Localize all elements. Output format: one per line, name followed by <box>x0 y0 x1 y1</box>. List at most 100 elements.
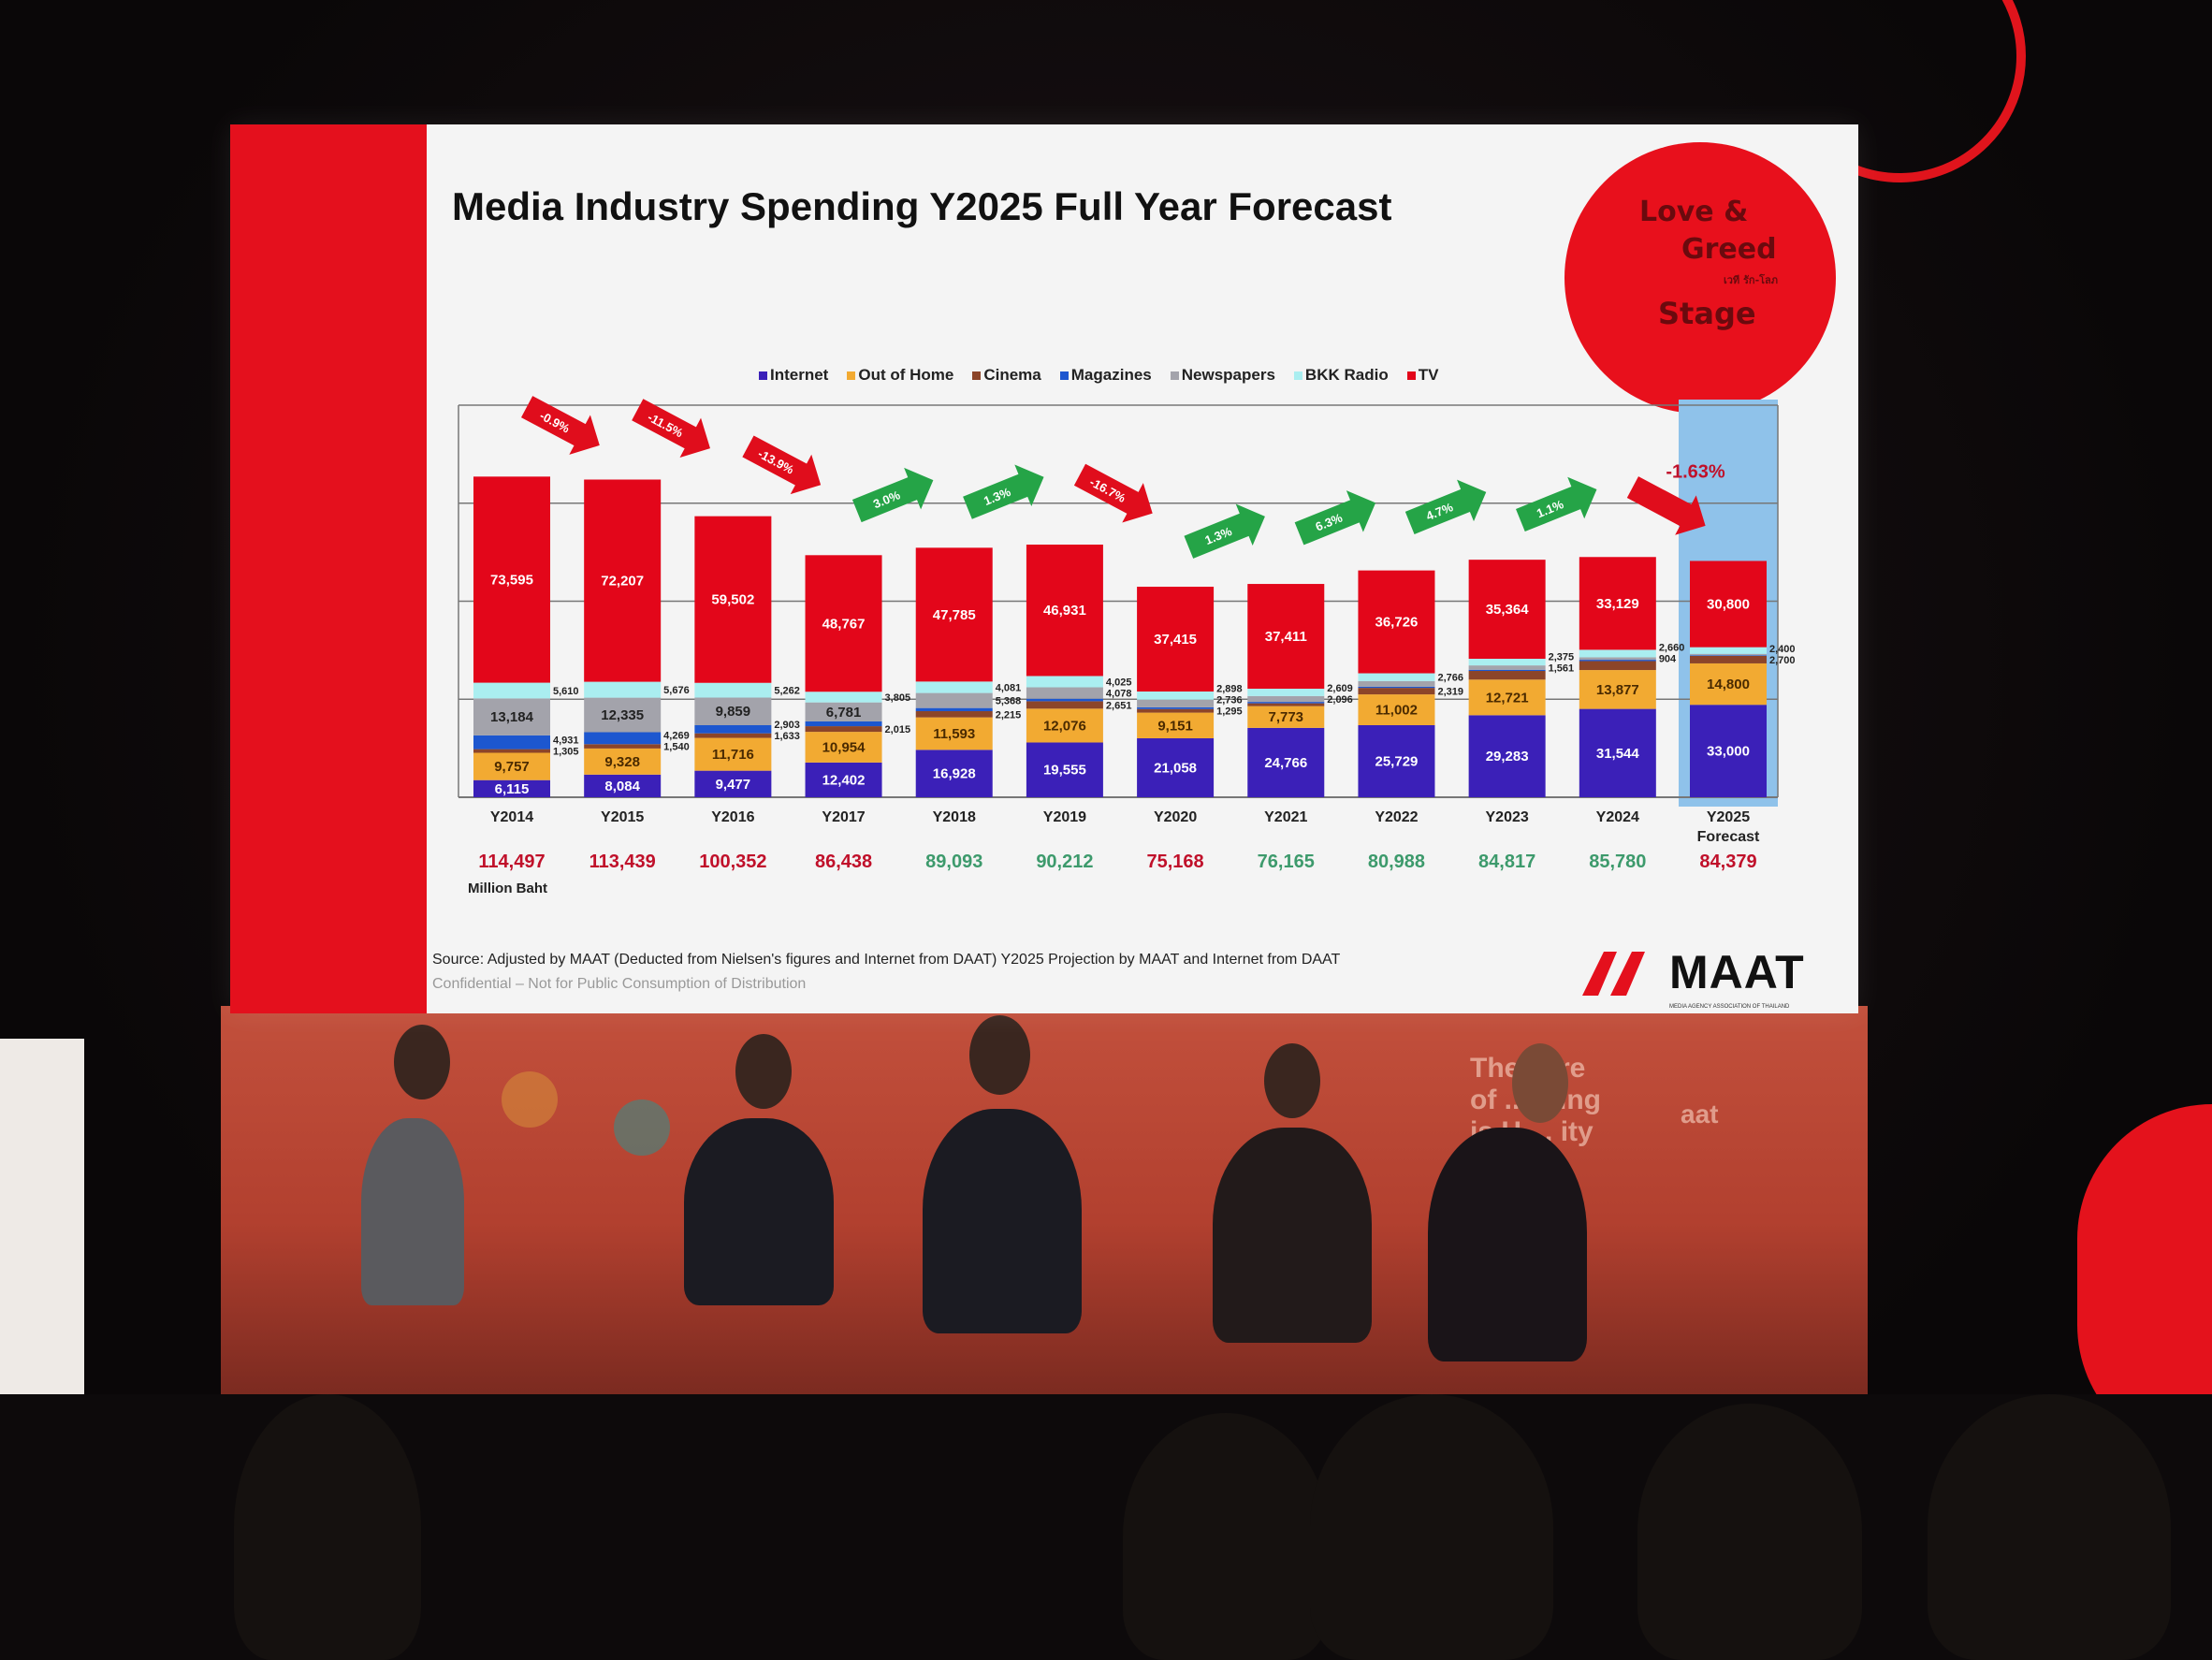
total-value-label: 86,438 <box>815 852 872 872</box>
legend-item: Cinema <box>972 366 1041 385</box>
legend-swatch <box>847 371 856 380</box>
data-label-small-segment: 2,660 <box>1659 643 1685 654</box>
bar-segment-out-of-home <box>805 732 882 763</box>
data-label-small-segment: 2,700 <box>1769 655 1796 666</box>
audience-head <box>1310 1394 1553 1660</box>
data-label-small-segment: 2,736 <box>1216 695 1243 706</box>
total-value-label: 100,352 <box>699 852 766 872</box>
data-label: 48,767 <box>822 616 866 632</box>
bar-segment-newspapers <box>1137 699 1215 707</box>
data-label: 73,595 <box>490 572 533 588</box>
data-label-small-segment: 2,651 <box>1106 700 1132 711</box>
bar-segment-out-of-home <box>1137 712 1215 738</box>
total-value-label: 84,817 <box>1478 852 1535 872</box>
bar-segment-cinema <box>805 726 882 733</box>
legend-label: TV <box>1418 366 1439 384</box>
podium <box>0 1039 84 1450</box>
total-value-label: 80,988 <box>1368 852 1425 872</box>
data-label: 9,757 <box>494 759 530 775</box>
total-value-label: 113,439 <box>589 852 656 872</box>
bar-segment-newspapers <box>1026 687 1103 699</box>
audience-head <box>1637 1404 1862 1660</box>
bar-segment-internet <box>584 774 662 797</box>
bar-segment-tv <box>1247 584 1325 690</box>
legend-item: Newspapers <box>1170 366 1275 385</box>
legend-swatch <box>759 371 767 380</box>
legend-label: Newspapers <box>1181 366 1275 384</box>
data-label: 12,076 <box>1043 718 1086 734</box>
bar-segment-magazines <box>1247 702 1325 704</box>
data-label-small-segment: 2,766 <box>1437 673 1463 684</box>
data-label-small-segment: 1,561 <box>1549 663 1575 674</box>
data-label: 24,766 <box>1264 755 1307 771</box>
growth-arrow: 4.7% <box>1404 479 1487 534</box>
growth-arrow: -0.9% <box>520 396 600 455</box>
bar-segment-cinema <box>584 744 662 749</box>
data-label: 59,502 <box>711 592 754 608</box>
data-label-small-segment: 2,400 <box>1769 644 1796 655</box>
audience-area <box>0 1394 2212 1660</box>
arrow-down-icon <box>742 435 822 495</box>
bar-segment-cinema <box>1358 688 1435 695</box>
data-label-small-segment: 4,931 <box>553 735 579 747</box>
bar-segment-tv <box>915 547 993 682</box>
data-label-small-segment: 1,633 <box>774 731 800 742</box>
data-label: 12,335 <box>601 707 644 723</box>
data-label: 11,716 <box>712 747 754 763</box>
bar-segment-out-of-home <box>694 737 772 771</box>
data-label: 25,729 <box>1375 753 1419 769</box>
data-label-small-segment: 5,368 <box>996 696 1022 707</box>
data-label-small-segment: 1,295 <box>1216 706 1243 718</box>
bar-segment-cinema <box>1690 655 1767 663</box>
bar-segment-tv <box>1468 560 1546 659</box>
audience-head <box>234 1394 421 1660</box>
bar-segment-magazines <box>1579 660 1656 662</box>
panelist-4-head <box>1264 1043 1320 1118</box>
data-label: 13,877 <box>1596 682 1639 698</box>
data-label: 9,328 <box>604 754 640 770</box>
data-label: 9,859 <box>716 704 751 720</box>
decorative-dot <box>502 1071 558 1128</box>
bar-segment-bkk-radio <box>915 681 993 693</box>
arrow-down-icon <box>520 396 600 455</box>
arrow-up-icon <box>1184 503 1265 559</box>
data-label-small-segment: 4,025 <box>1106 677 1132 688</box>
panelist-4 <box>1213 1128 1372 1343</box>
legend-item: Out of Home <box>847 366 953 385</box>
bar-segment-tv <box>584 479 662 682</box>
data-label: 11,002 <box>1375 703 1418 719</box>
bar-segment-newspapers <box>1690 653 1767 656</box>
data-label-small-segment: 2,319 <box>1437 687 1463 698</box>
data-label-small-segment: 5,676 <box>663 685 690 696</box>
data-label: 72,207 <box>601 574 644 590</box>
source-note: Source: Adjusted by MAAT (Deducted from … <box>432 952 1341 968</box>
logo-line-1: Love & <box>1639 196 1749 228</box>
data-label: 6,115 <box>495 781 530 797</box>
bar-segment-newspapers <box>1579 657 1656 661</box>
data-label: 37,415 <box>1154 632 1197 648</box>
bar-segment-cinema <box>694 733 772 738</box>
data-label: 30,800 <box>1707 597 1750 613</box>
total-value-label: 76,165 <box>1258 852 1315 872</box>
bar-segment-tv <box>1690 561 1767 648</box>
bar-segment-cinema <box>1026 701 1103 709</box>
arrow-up-icon <box>1294 490 1376 546</box>
data-label: 21,058 <box>1154 760 1197 776</box>
data-label-small-segment: 904 <box>1659 654 1677 665</box>
data-label: 31,544 <box>1596 746 1640 762</box>
data-label: 19,555 <box>1043 763 1086 779</box>
arrow-down-icon <box>632 399 710 459</box>
arrow-up-icon <box>851 467 934 523</box>
legend-swatch <box>1059 371 1069 380</box>
bar-segment-internet <box>915 750 993 797</box>
bar-segment-internet <box>1137 737 1215 797</box>
data-label: 12,721 <box>1486 690 1529 706</box>
growth-arrow: 3.0% <box>851 467 934 523</box>
bar-segment-tv <box>1137 587 1215 692</box>
data-label: 33,000 <box>1707 744 1750 760</box>
slide-red-band <box>230 124 427 1013</box>
data-label: 9,151 <box>1157 718 1193 734</box>
logo-thai: เวที รัก-โลภ <box>1724 274 1779 286</box>
x-tick-label: Y2019 <box>1043 809 1086 825</box>
